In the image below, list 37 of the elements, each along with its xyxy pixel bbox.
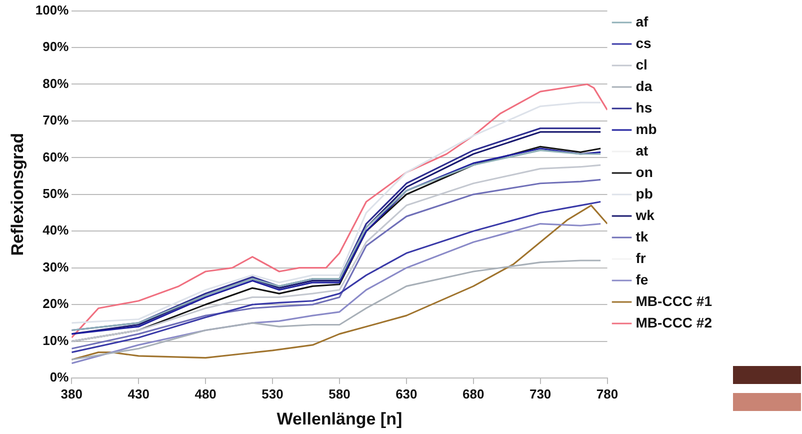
y-tick-label: 20%: [42, 296, 70, 312]
x-tick-label: 480: [194, 386, 216, 402]
x-tick-label: 780: [596, 386, 618, 402]
legend-label: mb: [636, 120, 657, 137]
legend-label: cs: [636, 34, 652, 51]
x-tick-label: 430: [128, 386, 150, 402]
y-tick-label: 30%: [42, 259, 70, 274]
y-tick-label: 0%: [50, 370, 70, 385]
legend-label: MB-CCC #2: [636, 314, 712, 330]
legend-label: fe: [636, 271, 648, 288]
y-tick-label: 80%: [42, 76, 70, 91]
legend-label: af: [636, 13, 649, 30]
y-tick-label: 60%: [42, 149, 70, 164]
legend-label: tk: [636, 228, 648, 244]
legend-label: pb: [636, 185, 653, 202]
legend-label: at: [636, 142, 649, 158]
y-tick-label: 100%: [35, 2, 70, 18]
y-tick-label: 50%: [42, 186, 70, 201]
x-tick-label: 530: [262, 386, 284, 402]
x-tick-label: 380: [60, 386, 82, 402]
x-axis-title: Wellenlänge [n]: [276, 409, 402, 428]
legend-label: wk: [634, 206, 655, 223]
legend-label: MB-CCC #1: [636, 292, 712, 309]
x-tick-label: 580: [328, 386, 350, 402]
y-tick-label: 90%: [42, 39, 70, 54]
y-tick-label: 70%: [42, 112, 70, 128]
y-tick-label: 40%: [42, 222, 70, 238]
x-tick-label: 680: [462, 386, 484, 402]
x-tick-label: 630: [396, 386, 418, 402]
legend-label: hs: [636, 99, 652, 116]
y-axis-title: Reflexionsgrad: [8, 132, 27, 256]
legend-label: da: [636, 78, 652, 94]
y-tick-label: 10%: [42, 332, 70, 348]
x-tick-label: 730: [529, 386, 552, 402]
legend-label: fr: [636, 250, 646, 266]
legend-label: cl: [636, 56, 648, 72]
legend-label: on: [636, 164, 653, 180]
